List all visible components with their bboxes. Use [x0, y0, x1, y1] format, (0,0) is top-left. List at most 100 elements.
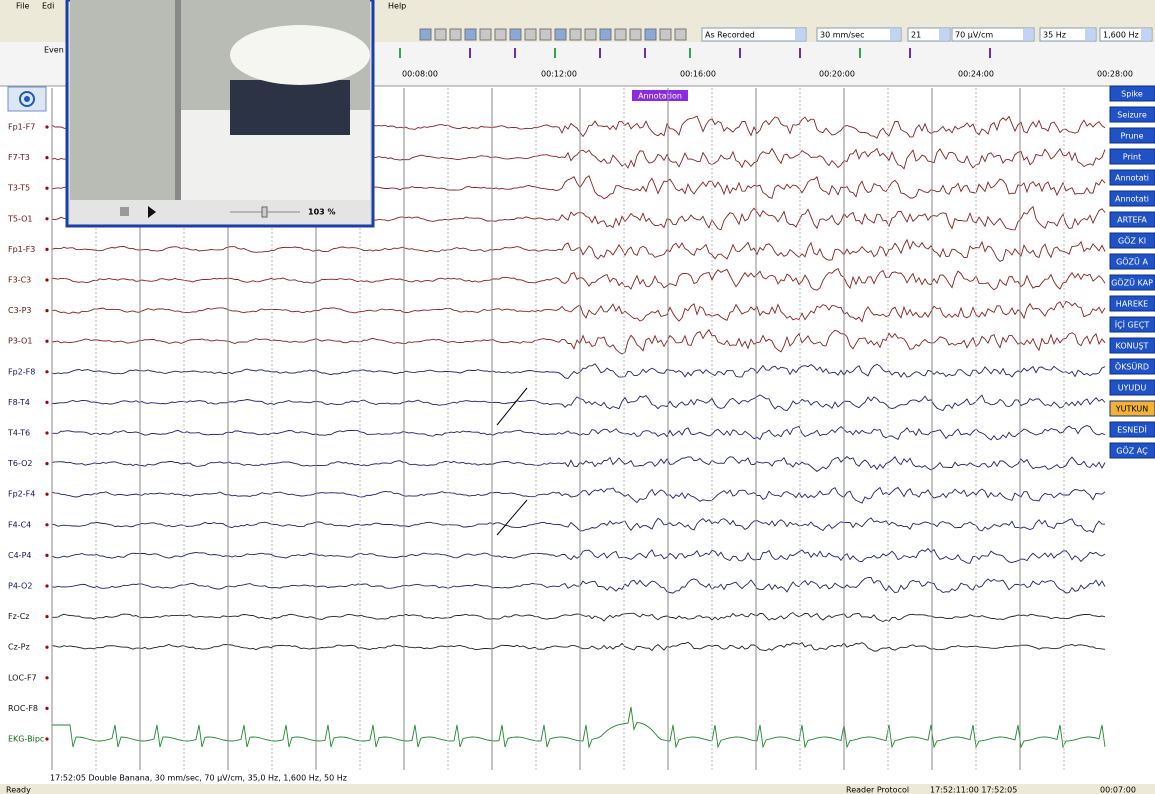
- time-label: 00:20:00: [819, 70, 855, 79]
- toolbar-icon[interactable]: [465, 29, 476, 40]
- toolbar-icon[interactable]: [570, 29, 581, 40]
- toolbar-icon[interactable]: [660, 29, 671, 40]
- eeg-trace: [52, 301, 1105, 321]
- event-button-text: GÖZ KI: [1118, 236, 1146, 246]
- channel-dot: [45, 707, 48, 710]
- eeg-trace: [52, 578, 1105, 594]
- arrow-marker: [497, 388, 527, 425]
- channel-dot: [45, 737, 48, 740]
- toolbar-icon[interactable]: [420, 29, 431, 40]
- toolbar-icon[interactable]: [675, 29, 686, 40]
- channel-label: Fp2-F8: [8, 367, 35, 376]
- channel-label: C4-P4: [8, 551, 31, 560]
- eeg-trace: [52, 364, 1105, 379]
- channel-label: F3-C3: [8, 276, 31, 285]
- event-button-text: KONUŞT: [1116, 342, 1149, 351]
- toolbar-icon[interactable]: [525, 29, 536, 40]
- eeg-trace: [52, 269, 1105, 291]
- event-button-text: ESNEDİ: [1117, 425, 1147, 435]
- toolbar-icon[interactable]: [480, 29, 491, 40]
- eeg-screen: 17:52:05 Double Banana, 30 mm/sec, 70 µV…: [0, 0, 1155, 794]
- channel-dot: [45, 523, 48, 526]
- toolbar-icon[interactable]: [630, 29, 641, 40]
- channel-dot: [45, 217, 48, 220]
- eeg-trace: [52, 642, 1105, 651]
- stop-button[interactable]: [120, 207, 129, 216]
- channel-dot: [45, 615, 48, 618]
- status-text: Ready: [6, 786, 31, 794]
- toolbar-icon[interactable]: [450, 29, 461, 40]
- channel-label: EKG-Bipc: [8, 735, 44, 744]
- channel-label: Fp1-F7: [8, 123, 35, 132]
- status-protocol: Reader Protocol: [846, 786, 909, 794]
- toolbar-icon[interactable]: [510, 29, 521, 40]
- toolbar-icon[interactable]: [600, 29, 611, 40]
- menu-item[interactable]: Edi: [42, 2, 54, 11]
- dropdown-text: 1,600 Hz: [1103, 31, 1139, 40]
- toolbar-icon[interactable]: [540, 29, 551, 40]
- channel-label: P4-O2: [8, 582, 32, 591]
- video-patient: [230, 80, 350, 135]
- eeg-trace: [52, 518, 1105, 533]
- event-button-text: İÇİ GEÇT: [1115, 320, 1150, 330]
- video-pole: [175, 0, 181, 200]
- channel-label: T4-T6: [7, 429, 30, 438]
- event-button-text: GÖZÜ KAP: [1111, 278, 1153, 288]
- event-button-text: UYUDU: [1118, 384, 1147, 393]
- channel-label: P3-O1: [8, 337, 32, 346]
- menu-item[interactable]: File: [16, 2, 29, 11]
- event-button-text: GÖZ AÇ: [1116, 446, 1148, 456]
- channel-dot: [45, 125, 48, 128]
- dropdown-arrow: [1023, 29, 1033, 40]
- channel-dot: [45, 248, 48, 251]
- event-button-text: ÖKSÜRD: [1115, 362, 1149, 372]
- event-button-text: Prune: [1120, 132, 1143, 141]
- menu-item[interactable]: Help: [388, 2, 406, 11]
- status-elapsed: 00:07:00: [1100, 786, 1136, 794]
- time-label: 00:28:00: [1097, 70, 1133, 79]
- toolbar-icon[interactable]: [615, 29, 626, 40]
- eeg-trace: [52, 330, 1105, 354]
- event-button-text: Spike: [1121, 90, 1143, 99]
- dropdown-text: 35 Hz: [1043, 31, 1066, 40]
- video-pillow: [230, 25, 370, 85]
- dropdown-text: 21: [911, 31, 921, 40]
- eeg-trace: [52, 549, 1105, 564]
- event-button-text: YUTKUN: [1115, 405, 1149, 414]
- dropdown-text: As Recorded: [705, 31, 755, 40]
- annotation-text: Annotation: [638, 92, 682, 101]
- montage-info: 17:52:05 Double Banana, 30 mm/sec, 70 µV…: [50, 774, 347, 783]
- channel-label: Fz-Cz: [8, 612, 29, 621]
- channel-label: F4-C4: [8, 520, 31, 529]
- view-icon-dot: [24, 96, 30, 102]
- channel-dot: [45, 340, 48, 343]
- slider-thumb[interactable]: [262, 207, 267, 217]
- channel-dot: [45, 493, 48, 496]
- eeg-trace: [52, 457, 1105, 472]
- timeline-label: Even: [44, 46, 64, 55]
- zoom-text: 103 %: [308, 208, 336, 217]
- channel-label: C3-P3: [8, 306, 31, 315]
- arrow-marker: [497, 500, 527, 535]
- channel-dot: [45, 462, 48, 465]
- status-clock: 17:52:11:00 17:52:05: [930, 786, 1017, 794]
- toolbar-icon[interactable]: [585, 29, 596, 40]
- channel-dot: [45, 584, 48, 587]
- event-button-text: GÖZÜ A: [1116, 257, 1148, 267]
- channel-dot: [45, 676, 48, 679]
- channel-dot: [45, 431, 48, 434]
- toolbar-icon[interactable]: [435, 29, 446, 40]
- toolbar-icon[interactable]: [645, 29, 656, 40]
- dropdown-arrow: [1085, 29, 1095, 40]
- event-button-text: Print: [1123, 153, 1141, 162]
- toolbar-icon[interactable]: [495, 29, 506, 40]
- channel-dot: [45, 309, 48, 312]
- event-button-text: Seizure: [1117, 111, 1147, 120]
- channel-label: F7-T3: [8, 153, 30, 162]
- dropdown-text: 70 µV/cm: [955, 31, 993, 40]
- toolbar-icon[interactable]: [555, 29, 566, 40]
- dropdown-text: 30 mm/sec: [820, 31, 865, 40]
- channel-label: LOC-F7: [8, 673, 37, 682]
- channel-dot: [45, 187, 48, 190]
- eeg-trace: [52, 240, 1105, 261]
